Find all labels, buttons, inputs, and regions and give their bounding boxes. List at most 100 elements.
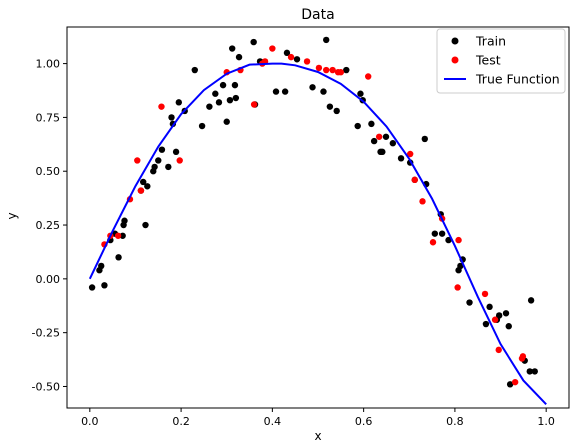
test-point (329, 66, 336, 74)
train-point (505, 323, 512, 330)
train-point (431, 230, 439, 237)
test-point (519, 353, 527, 360)
test-point (176, 157, 183, 164)
train-point (333, 107, 340, 115)
train-point (155, 157, 162, 164)
test-point (495, 346, 502, 354)
test-point (419, 198, 426, 205)
train-point (168, 114, 175, 121)
test-point (411, 176, 418, 184)
y-tick-label: -0.50 (32, 380, 60, 393)
train-point (191, 66, 198, 74)
train-point (119, 232, 126, 239)
chart-title: Data (301, 7, 334, 23)
test-point (137, 187, 145, 194)
train-point (115, 254, 122, 261)
x-tick-label: 0.6 (355, 415, 373, 428)
train-point (232, 94, 240, 102)
train-point (206, 103, 213, 110)
legend-box (436, 28, 566, 94)
test-point (250, 101, 258, 108)
train-point (445, 236, 452, 244)
train-point (527, 297, 535, 304)
x-tick-label: 0.2 (172, 415, 190, 428)
train-point (293, 56, 301, 63)
train-point (144, 183, 151, 190)
train-point (219, 81, 227, 89)
train-point (323, 36, 330, 44)
x-axis-ticks: 0.0 0.2 0.4 0.6 0.8 1.0 (81, 408, 555, 428)
train-point (357, 90, 364, 97)
test-point (114, 232, 122, 239)
train-point (283, 49, 291, 57)
test-point (287, 53, 295, 61)
train-point (142, 221, 149, 229)
train-point (379, 148, 386, 156)
y-tick-label: 1.00 (36, 58, 61, 71)
train-point (88, 284, 96, 291)
train-point (212, 90, 219, 97)
test-point (134, 157, 141, 164)
series-test (101, 45, 527, 386)
train-point (309, 84, 316, 91)
x-tick-label: 1.0 (537, 415, 555, 428)
train-point (165, 163, 172, 171)
test-point (429, 239, 437, 246)
train-point (531, 368, 538, 375)
train-point (486, 303, 493, 311)
legend-marker (451, 56, 459, 64)
legend-marker (451, 37, 459, 45)
train-point (98, 262, 105, 270)
train-point (140, 178, 147, 186)
train-point (198, 122, 206, 130)
train-point (235, 53, 243, 61)
test-point (269, 45, 276, 52)
test-point (511, 378, 519, 386)
test-point (481, 290, 489, 298)
train-point (281, 88, 289, 95)
train-point (526, 368, 533, 375)
train-point (502, 310, 510, 317)
test-point (375, 133, 383, 140)
train-point (382, 133, 390, 140)
train-point (438, 230, 446, 237)
plot-frame (66, 26, 570, 409)
train-point (320, 88, 327, 95)
train-point (121, 217, 128, 224)
train-point (495, 312, 503, 319)
train-point (226, 96, 234, 104)
test-point (315, 64, 323, 72)
test-point (337, 69, 345, 76)
x-tick-label: 0.8 (446, 415, 464, 428)
train-point (421, 135, 428, 143)
test-point (406, 150, 414, 158)
x-tick-label: 0.4 (264, 415, 282, 428)
y-tick-label: 0.50 (36, 165, 61, 178)
x-tick-label: 0.0 (81, 415, 99, 428)
train-point (389, 140, 397, 147)
train-point (229, 45, 236, 52)
legend: Train Test True Function (436, 28, 566, 94)
legend-label: Train (475, 34, 506, 49)
train-point (158, 146, 166, 153)
train-point (482, 320, 490, 328)
train-point (457, 262, 464, 270)
y-axis-ticks: -0.50 -0.25 0.00 0.25 0.50 0.75 1.00 (32, 58, 67, 393)
test-point (491, 316, 499, 323)
y-tick-label: 0.25 (36, 219, 61, 232)
x-axis-label: x (314, 429, 321, 443)
legend-label: Test (475, 53, 501, 68)
train-point (101, 282, 108, 289)
y-tick-label: -0.25 (32, 327, 60, 340)
train-point (215, 99, 223, 106)
train-point (172, 148, 180, 156)
test-point (323, 66, 330, 74)
y-axis-label: y (5, 212, 19, 219)
series-layer (88, 36, 547, 406)
test-point (365, 73, 372, 80)
y-tick-label: 0.00 (36, 273, 61, 286)
train-point (250, 38, 257, 46)
train-point (506, 381, 514, 388)
train-point (397, 155, 405, 162)
